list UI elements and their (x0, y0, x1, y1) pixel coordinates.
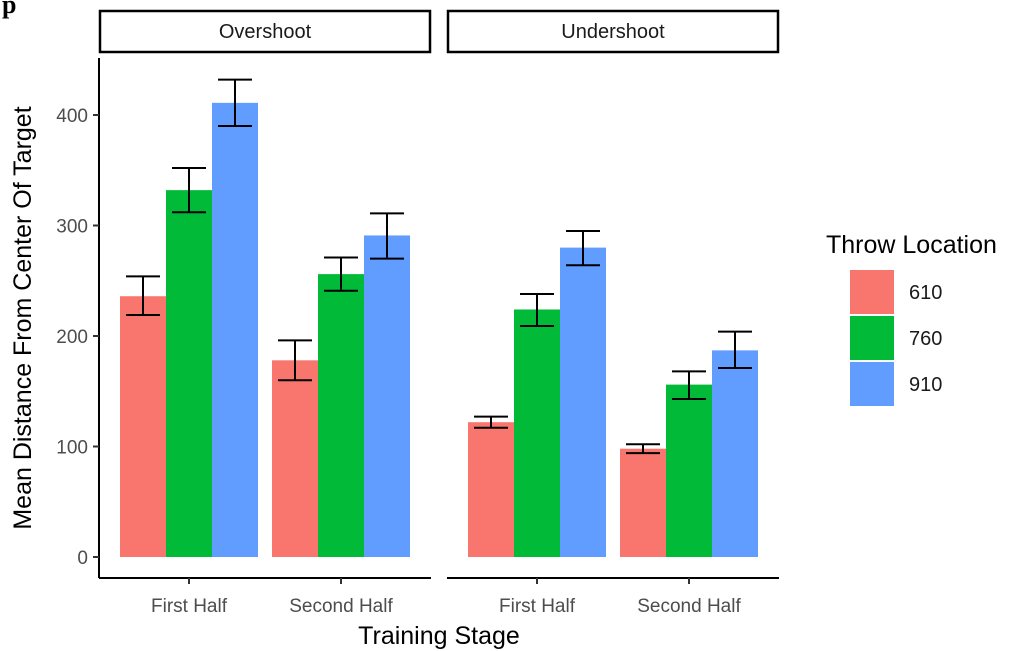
bar (212, 102, 258, 557)
legend-title: Throw Location (826, 231, 997, 259)
bar (666, 384, 712, 557)
y-tick-label: 0 (77, 548, 88, 569)
legend-label: 610 (909, 282, 942, 304)
facet-strip-label: Overshoot (219, 21, 312, 43)
bar (620, 448, 666, 557)
y-axis-title: Mean Distance From Center Of Target (9, 106, 37, 529)
legend-label: 910 (909, 374, 942, 396)
y-tick-label: 100 (56, 438, 88, 459)
legend-key (850, 270, 894, 314)
y-tick-label: 300 (56, 217, 88, 238)
facet-strip (98, 9, 432, 54)
clipped-caption-text: p (2, 0, 17, 19)
bar (560, 247, 606, 557)
legend-label: 760 (909, 328, 942, 350)
x-tick-label: First Half (499, 596, 576, 617)
bar (120, 296, 166, 557)
legend-key (850, 316, 894, 360)
bar (364, 235, 410, 557)
y-tick-label: 400 (56, 106, 88, 127)
x-tick-label: Second Half (637, 596, 741, 617)
bar (166, 190, 212, 557)
bar (514, 309, 560, 557)
bar (712, 350, 758, 557)
x-axis-title: Training Stage (358, 622, 520, 650)
bar (318, 274, 364, 557)
x-tick-label: First Half (151, 596, 228, 617)
x-tick-label: Second Half (289, 596, 393, 617)
facet-strip (446, 9, 780, 54)
facet-strip-label: Undershoot (561, 21, 665, 43)
y-tick-label: 200 (56, 327, 88, 348)
legend-key (850, 362, 894, 406)
bar (468, 422, 514, 557)
bar (272, 360, 318, 557)
